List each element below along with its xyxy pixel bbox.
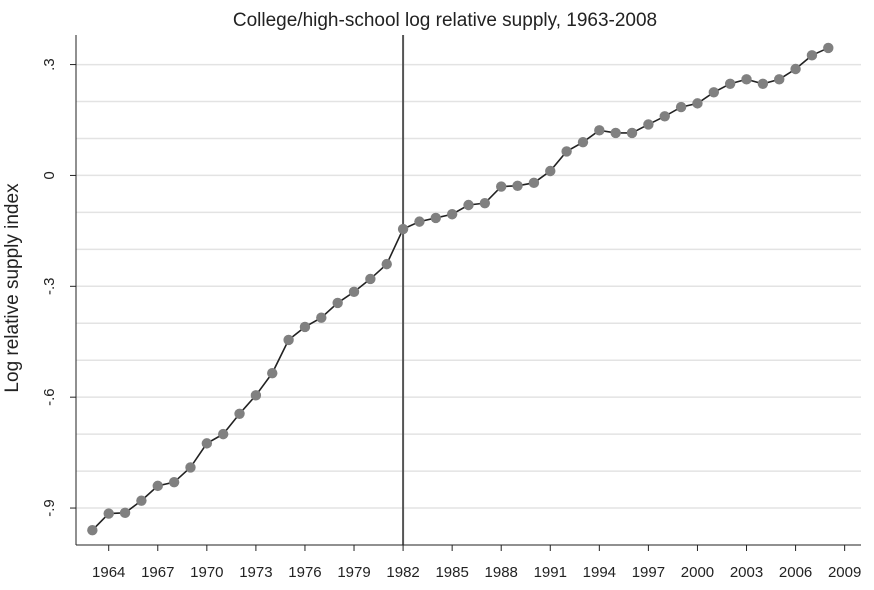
x-tick-label: 2000 <box>681 564 714 581</box>
y-axis-label: Log relative supply index <box>2 183 23 393</box>
data-point <box>708 87 720 98</box>
x-tick-label: 1967 <box>141 564 174 581</box>
data-point <box>217 428 229 440</box>
x-tick-label: 2006 <box>779 564 812 581</box>
x-tick-label: 1973 <box>239 564 272 581</box>
data-point <box>365 273 376 285</box>
data-point <box>201 438 213 449</box>
x-tick-label: 1985 <box>435 564 468 581</box>
y-tick-label: -.3 <box>41 278 58 296</box>
data-point <box>348 286 360 298</box>
y-axis-ticks: .3 0 -.3 -.6 -.9 <box>41 58 76 517</box>
data-point <box>675 101 687 113</box>
data-point <box>463 199 474 211</box>
data-point <box>185 462 196 473</box>
data-point <box>806 50 818 61</box>
series-points <box>87 42 834 536</box>
y-tick-label: .3 <box>41 58 58 71</box>
y-tick-label: 0 <box>41 171 58 179</box>
data-point <box>724 78 736 89</box>
data-point <box>234 408 245 420</box>
data-point <box>316 312 327 323</box>
x-tick-label: 1994 <box>583 564 616 581</box>
data-point <box>561 146 572 157</box>
data-point <box>610 127 621 139</box>
data-point <box>741 74 752 85</box>
data-point <box>823 42 834 54</box>
data-point <box>528 177 540 189</box>
x-tick-label: 1997 <box>632 564 665 581</box>
data-point <box>87 525 98 536</box>
data-point <box>250 390 262 401</box>
data-point <box>152 480 163 492</box>
x-tick-label: 1970 <box>190 564 223 581</box>
data-point <box>659 111 670 122</box>
data-point <box>479 197 491 209</box>
data-point <box>545 165 556 177</box>
data-point <box>119 507 131 519</box>
x-tick-label: 1988 <box>485 564 518 581</box>
chart-title: College/high-school log relative supply,… <box>233 10 657 31</box>
x-tick-label: 1964 <box>92 564 125 581</box>
x-tick-label: 1979 <box>337 564 370 581</box>
x-axis-ticks: 1964 1967 1970 1973 1976 1979 1982 1985 1988 1991… <box>92 545 861 581</box>
data-point <box>577 136 589 148</box>
data-point <box>692 98 703 109</box>
data-point <box>136 495 147 506</box>
data-point <box>414 216 425 227</box>
data-point <box>446 209 458 220</box>
data-point <box>430 212 441 224</box>
data-point <box>267 367 278 379</box>
data-point <box>397 223 409 235</box>
y-tick-label: -.6 <box>41 388 58 406</box>
x-tick-label: 2003 <box>730 564 763 581</box>
x-tick-label: 1976 <box>288 564 321 581</box>
data-point <box>332 297 343 309</box>
data-point <box>299 321 311 333</box>
data-point <box>774 74 785 85</box>
data-point <box>757 78 769 89</box>
y-tick-label: -.9 <box>41 499 58 517</box>
data-point <box>496 181 507 192</box>
x-tick-label: 1991 <box>534 564 567 581</box>
data-point <box>381 258 392 270</box>
gridlines <box>76 63 861 509</box>
series-line <box>91 47 829 531</box>
data-point <box>512 180 523 191</box>
data-point <box>103 508 114 519</box>
x-tick-label: 1982 <box>386 564 419 581</box>
data-point <box>283 334 294 346</box>
data-point <box>626 127 638 139</box>
data-point <box>790 63 801 75</box>
x-tick-label: 2009 <box>828 564 861 581</box>
data-point <box>168 476 180 488</box>
data-point <box>643 119 654 130</box>
data-point <box>594 125 605 136</box>
